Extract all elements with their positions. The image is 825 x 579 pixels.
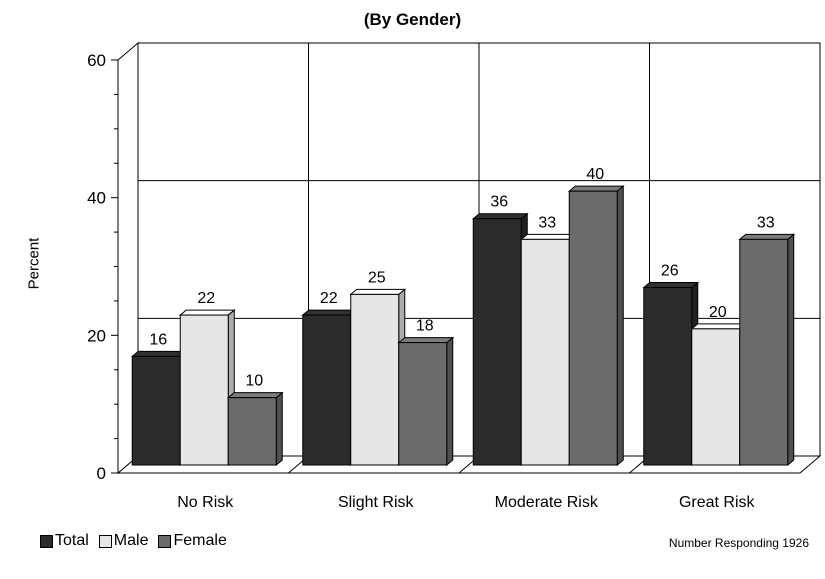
legend-item-male: Male [98, 532, 149, 550]
data-label-total: 26 [661, 263, 679, 280]
data-label-total: 36 [490, 194, 508, 211]
bar-top-female [738, 233, 796, 240]
data-label-male: 20 [709, 304, 727, 321]
bar-female [227, 397, 277, 466]
data-label-total: 22 [320, 290, 338, 307]
bar-total [131, 355, 181, 466]
y-tick-label: 60 [87, 51, 106, 70]
bar-top-male [690, 323, 748, 330]
bar-top-total [301, 309, 359, 316]
bar-total [643, 287, 693, 466]
bar-side-female [446, 336, 454, 467]
chart-subtitle: (By Gender) [363, 10, 462, 29]
data-label-female: 33 [757, 214, 775, 231]
bar-female [568, 190, 618, 466]
x-tick-label: Great Risk [679, 494, 756, 511]
bar-total [302, 314, 352, 466]
bar-top-total [130, 350, 188, 357]
data-label-female: 18 [416, 318, 434, 335]
data-label-female: 40 [586, 166, 604, 183]
bar-female [739, 238, 789, 466]
data-label-male: 33 [538, 214, 556, 231]
bar-top-female [226, 392, 284, 399]
data-label-male: 22 [197, 290, 215, 307]
bar-side-female [787, 233, 795, 467]
legend-item-total: Total [40, 532, 89, 550]
bar-male [179, 314, 229, 466]
bar-top-total [642, 282, 700, 289]
bar-male [691, 328, 741, 466]
bar-top-female [567, 185, 625, 192]
legend-swatch-male [98, 534, 112, 548]
legend-item-female: Female [158, 532, 227, 550]
bar-top-male [349, 288, 407, 295]
x-tick-label: Moderate Risk [495, 494, 599, 511]
y-tick-label: 40 [87, 189, 106, 208]
y-tick-label: 0 [97, 464, 106, 483]
x-tick-label: No Risk [177, 494, 234, 511]
bar-side-female [616, 185, 624, 467]
legend-swatch-female [158, 534, 172, 548]
bar-top-female [397, 337, 455, 344]
bar-total [472, 218, 522, 466]
bar-top-total [471, 213, 529, 220]
y-tick-label: 20 [87, 326, 106, 345]
number-responding-note: Number Responding 1926 [668, 536, 809, 550]
bar-male [520, 238, 570, 466]
x-tick-label: Slight Risk [338, 494, 415, 511]
data-label-total: 16 [149, 331, 167, 348]
legend-label-male: Male [113, 532, 149, 549]
legend: Total Male Female [40, 532, 227, 550]
bar-male [350, 293, 400, 466]
data-label-female: 10 [245, 373, 263, 390]
legend-label-total: Total [55, 532, 89, 549]
legend-label-female: Female [173, 532, 227, 549]
data-label-male: 25 [368, 269, 386, 286]
bar-top-male [178, 309, 236, 316]
bar-side-female [275, 391, 283, 467]
legend-swatch-total [40, 534, 53, 548]
bar-female [398, 342, 448, 466]
bar-top-male [519, 233, 577, 240]
